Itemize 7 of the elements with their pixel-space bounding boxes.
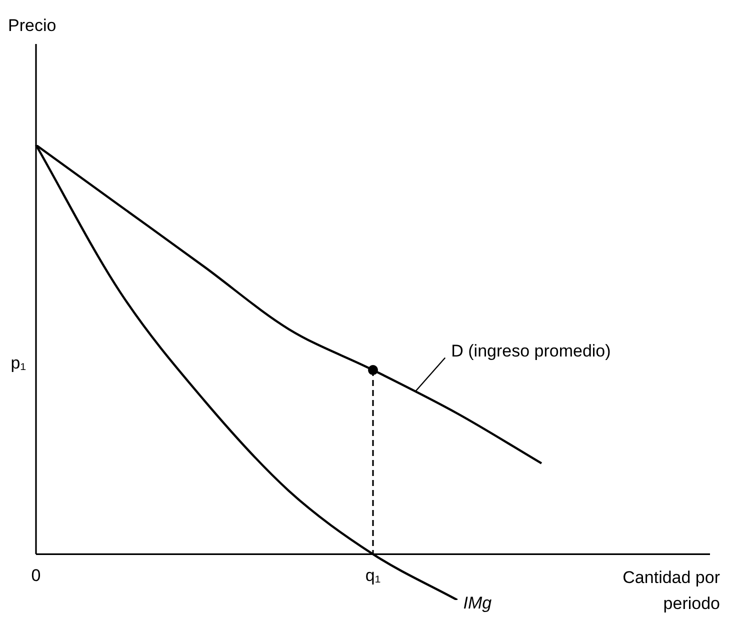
text: p₁ <box>10 354 26 373</box>
series-label: IMg <box>463 594 492 613</box>
text: Precio <box>8 16 56 36</box>
x-axis-title: Cantidad por periodo <box>622 568 720 613</box>
x-tick-label: 0 <box>31 566 41 586</box>
x-tick-label: q₁ <box>365 566 381 586</box>
text: D (ingreso promedio) <box>451 341 611 360</box>
